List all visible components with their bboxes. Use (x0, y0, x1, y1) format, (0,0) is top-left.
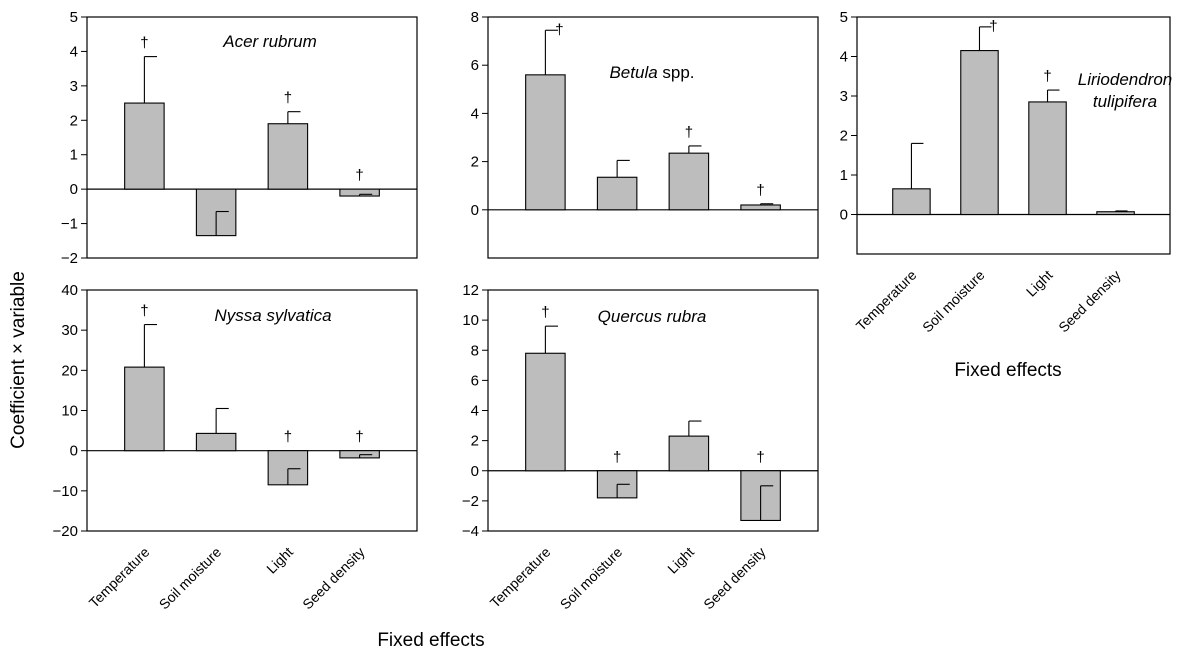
x-tick-label: Soil moisture (557, 544, 626, 613)
significance-dagger: † (989, 18, 997, 35)
chart-panel-2: 0 1 2 3 4 5 Temperature † Soil moisture † Light See… (840, 9, 1173, 335)
y-tick-label: 2 (471, 154, 479, 171)
y-tick-label: 3 (70, 78, 78, 95)
bar (267, 123, 309, 190)
chart-panel-4: −4 −2 0 2 4 6 8 10 12 † Temperature † Soil moisture L… (462, 282, 819, 613)
y-tick-label: −10 (53, 483, 78, 500)
bar (124, 366, 165, 452)
bar (525, 352, 566, 472)
y-tick-label: 2 (70, 112, 78, 129)
panel-title: Liriodendron tulipifera (1078, 70, 1173, 111)
significance-dagger: † (1043, 68, 1051, 85)
chart-panel-3: −20 −10 0 10 20 30 40 † Temperature Soil moisture… (53, 282, 418, 613)
x-tick-label: Seed density (1055, 267, 1124, 336)
y-tick-label: −1 (61, 216, 78, 233)
y-axis-label: Coefficient × variable (8, 271, 29, 449)
bar (740, 204, 781, 211)
bar (1028, 101, 1067, 216)
y-tick-label: 5 (70, 9, 78, 26)
y-tick-label: 12 (462, 282, 479, 299)
x-axis-label: Fixed effects (377, 630, 484, 651)
significance-dagger: † (140, 35, 148, 52)
panel-title: Acer rubrum (222, 32, 317, 51)
y-tick-label: 0 (840, 207, 848, 224)
y-tick-label: −2 (462, 493, 479, 510)
y-tick-label: 0 (70, 443, 78, 460)
bar (195, 432, 237, 452)
significance-dagger: † (284, 429, 292, 446)
y-tick-label: 4 (471, 105, 479, 122)
plot-frame (86, 16, 418, 259)
y-tick-label: 8 (471, 342, 479, 359)
x-tick-label: Soil moisture (156, 544, 225, 613)
panel-title: Quercus rubra (598, 307, 707, 326)
y-tick-label: 30 (61, 322, 78, 339)
bar (596, 176, 638, 211)
y-tick-label: 6 (471, 57, 479, 74)
x-tick-label: Temperature (86, 544, 153, 611)
bar (525, 74, 566, 211)
bar (668, 435, 710, 472)
y-tick-label: −20 (53, 523, 78, 540)
y-tick-label: 0 (70, 181, 78, 198)
significance-dagger: † (613, 449, 621, 466)
y-tick-label: 4 (471, 403, 479, 420)
y-tick-label: 2 (840, 128, 848, 145)
x-tick-label: Temperature (853, 267, 920, 334)
y-tick-label: 4 (840, 49, 848, 66)
bar (124, 102, 165, 190)
significance-dagger: † (284, 90, 292, 107)
x-tick-label: Soil moisture (919, 267, 988, 336)
significance-dagger: † (541, 304, 549, 321)
chart-panel-1: 0 2 4 6 8 † † † Betula spp. (471, 9, 819, 259)
y-tick-label: 10 (61, 403, 78, 420)
x-tick-label: Light (664, 544, 697, 577)
y-tick-label: 10 (462, 312, 479, 329)
chart-panel-0: −2 −1 0 1 2 3 4 5 † † † Acer rubrum (61, 9, 418, 267)
y-tick-label: 1 (840, 167, 848, 184)
significance-dagger: † (140, 303, 148, 320)
significance-dagger: † (355, 429, 363, 446)
x-tick-label: Seed density (700, 544, 769, 613)
x-tick-label: Light (263, 544, 296, 577)
x-tick-label: Temperature (487, 544, 554, 611)
significance-dagger: † (685, 124, 693, 141)
y-tick-label: 40 (61, 282, 78, 299)
x-axis-label-right: Fixed effects (954, 360, 1061, 381)
y-tick-label: 5 (840, 9, 848, 26)
significance-dagger: † (756, 449, 764, 466)
plot-frame (856, 16, 1171, 255)
y-tick-label: 0 (471, 202, 479, 219)
y-tick-label: 20 (61, 362, 78, 379)
y-tick-label: −4 (462, 523, 479, 540)
y-tick-label: 3 (840, 88, 848, 105)
y-tick-label: 1 (70, 147, 78, 164)
y-tick-label: 2 (471, 433, 479, 450)
x-tick-label: Light (1023, 267, 1056, 300)
x-tick-label: Seed density (299, 544, 368, 613)
significance-dagger: † (756, 182, 764, 199)
y-tick-label: 6 (471, 372, 479, 389)
y-tick-label: 8 (471, 9, 479, 26)
significance-dagger: † (355, 167, 363, 184)
y-tick-label: −2 (61, 250, 78, 267)
y-tick-label: 0 (471, 463, 479, 480)
bar (960, 50, 999, 216)
significance-dagger: † (555, 21, 563, 38)
plot-frame (487, 16, 819, 259)
y-tick-label: 4 (70, 43, 78, 60)
bar (1096, 211, 1135, 216)
panel-title: Betula spp. (609, 63, 694, 82)
panel-title: Nyssa sylvatica (214, 306, 331, 325)
bar (892, 188, 931, 216)
bar (668, 152, 710, 211)
